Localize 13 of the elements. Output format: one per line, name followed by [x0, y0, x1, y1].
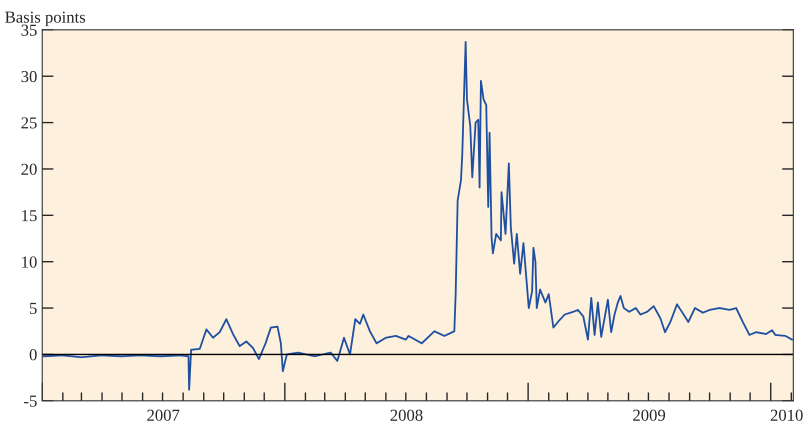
y-tick-label: 15	[22, 210, 37, 222]
x-tick-label: 2007	[147, 410, 180, 421]
x-tick-label: 2009	[633, 410, 666, 421]
x-tick-label: 2010	[770, 410, 803, 421]
y-tick-label: -5	[24, 396, 37, 407]
y-tick-label: 35	[21, 24, 37, 36]
y-tick-label: 20	[21, 164, 37, 175]
y-tick-label: 30	[21, 70, 37, 82]
y-tick-label: 10	[22, 256, 37, 268]
y-tick-label: 5	[30, 302, 37, 314]
x-tick-label: 2008	[390, 410, 423, 421]
y-tick-label: 25	[21, 117, 37, 129]
y-tick-label: 0	[30, 349, 37, 360]
